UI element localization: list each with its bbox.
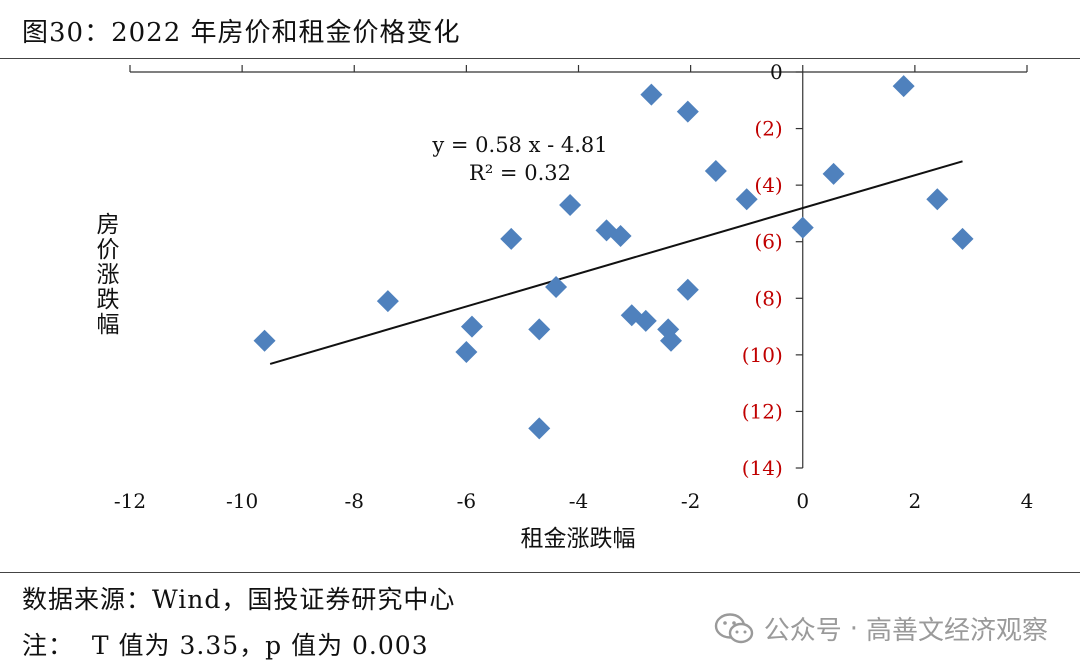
watermark-label: 公众号 <box>763 616 842 646</box>
y-tick-label: (12) <box>742 399 783 423</box>
bottom-rule <box>0 572 1080 573</box>
trendline <box>269 160 963 365</box>
watermark-account: 高善文经济观察 <box>865 616 1048 646</box>
wechat-icon <box>714 612 753 643</box>
scatter-chart: -12 -10 -8 -6 -4 -2 0 2 4 0 (2) (4) (6) (8) (10) (12) (1… <box>97 60 1034 552</box>
y-tick-label: (14) <box>742 456 783 480</box>
data-point <box>660 329 683 352</box>
x-axis-title: 租金涨跌幅 <box>521 526 636 552</box>
data-point <box>892 75 915 98</box>
trendline-r-squared: R² = 0.32 <box>469 161 571 185</box>
x-tick-label: -10 <box>226 489 258 513</box>
x-tick-label: 2 <box>909 489 922 513</box>
data-point <box>609 225 632 248</box>
data-point <box>926 188 949 211</box>
y-tick-label: (6) <box>754 230 782 254</box>
data-point <box>640 83 663 106</box>
data-point <box>253 329 276 352</box>
x-tick-label: -12 <box>114 489 146 513</box>
top-rule <box>0 58 1080 59</box>
data-point <box>735 188 758 211</box>
data-point <box>676 278 699 301</box>
y-tick-label: (10) <box>742 343 783 367</box>
source-note: 数据来源：Wind，国投证券研究中心 <box>22 585 456 614</box>
x-tick-label: -2 <box>681 489 700 513</box>
x-tick-label: 4 <box>1021 489 1034 513</box>
data-point <box>376 290 399 313</box>
data-point <box>528 417 551 440</box>
y-tick-label: 0 <box>770 60 783 84</box>
x-tick-label: -8 <box>345 489 364 513</box>
y-tick-label: (4) <box>754 173 782 197</box>
data-point <box>528 318 551 341</box>
page-title: 图30：2022 年房价和租金价格变化 <box>22 18 461 48</box>
y-tick-label: (2) <box>754 117 782 141</box>
x-tick-label: -6 <box>457 489 476 513</box>
data-point <box>822 162 845 185</box>
data-point <box>559 193 582 216</box>
y-axis-title: 房价涨跌幅 <box>97 212 120 338</box>
stat-note: 注： T 值为 3.35，p 值为 0.003 <box>22 631 429 660</box>
data-point <box>500 227 523 250</box>
data-point <box>704 160 727 182</box>
data-point <box>676 100 699 123</box>
trendline-equation: y = 0.58 x - 4.81 <box>431 133 607 157</box>
data-point <box>545 275 568 298</box>
x-tick-label: -4 <box>569 489 588 513</box>
data-point <box>791 216 814 239</box>
y-tick-label: (8) <box>754 286 782 310</box>
data-point <box>634 309 657 332</box>
watermark: 公众号 · 高善文经济观察 <box>714 610 1048 647</box>
data-point <box>460 315 483 338</box>
x-tick-label: 0 <box>796 489 809 513</box>
data-point <box>951 227 974 250</box>
data-point <box>455 341 478 364</box>
watermark-separator: · <box>849 613 858 644</box>
